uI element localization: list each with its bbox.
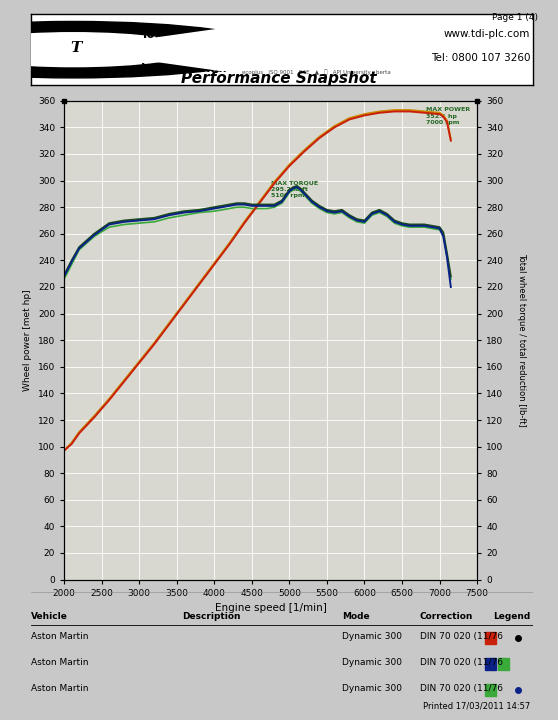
Text: DIN 70 020 (11/76: DIN 70 020 (11/76 [420,658,503,667]
Text: DIN 70 020 (11/76: DIN 70 020 (11/76 [420,632,503,642]
Bar [485,658,496,670]
Text: Torque: Torque [141,27,186,40]
Bar [498,658,509,670]
Bar [485,684,496,696]
Y-axis label: Wheel power [met hp]: Wheel power [met hp] [23,289,32,391]
Text: Printed 17/03/2011 14:57: Printed 17/03/2011 14:57 [423,701,530,710]
Text: Tel: 0800 107 3260: Tel: 0800 107 3260 [431,53,530,63]
Text: International: International [141,61,228,75]
Y-axis label: Total wheel torque / total reduction [lb-ft]: Total wheel torque / total reduction [lb… [517,253,526,427]
Text: Vehicle: Vehicle [31,612,68,621]
Wedge shape [74,29,284,71]
Circle shape [0,22,275,78]
Text: www.tdi-plc.com: www.tdi-plc.com [444,29,530,39]
Text: Dynamic 300: Dynamic 300 [342,684,402,693]
Text: Aston Martin: Aston Martin [31,658,88,667]
Text: Developments: Developments [141,45,236,58]
Text: MAX POWER
352.1 hp
7000 rpm: MAX POWER 352.1 hp 7000 rpm [426,107,470,125]
Text: ecoplus   ISO 9001   SAE   ▲   Ⓞ   APJ University   berta: ecoplus ISO 9001 SAE ▲ Ⓞ APJ University … [242,69,391,75]
Text: Dynamic 300: Dynamic 300 [342,632,402,642]
Text: Legend: Legend [493,612,530,621]
Text: Dynamic 300: Dynamic 300 [342,658,402,667]
Circle shape [0,32,194,67]
Bar [485,632,496,644]
Text: Performance Snapshot: Performance Snapshot [181,71,377,86]
Text: Correction: Correction [420,612,473,621]
X-axis label: Engine speed [1/min]: Engine speed [1/min] [215,603,326,613]
Text: T: T [70,40,81,55]
Text: Aston Martin: Aston Martin [31,684,88,693]
Text: DIN 70 020 (11/76: DIN 70 020 (11/76 [420,684,503,693]
Text: Mode: Mode [342,612,370,621]
Text: Aston Martin: Aston Martin [31,632,88,642]
Text: Page 1 (4): Page 1 (4) [493,13,538,22]
Text: MAX TORQUE
295.2 lb-ft
5100 rpm: MAX TORQUE 295.2 lb-ft 5100 rpm [271,181,318,198]
Text: Description: Description [182,612,240,621]
